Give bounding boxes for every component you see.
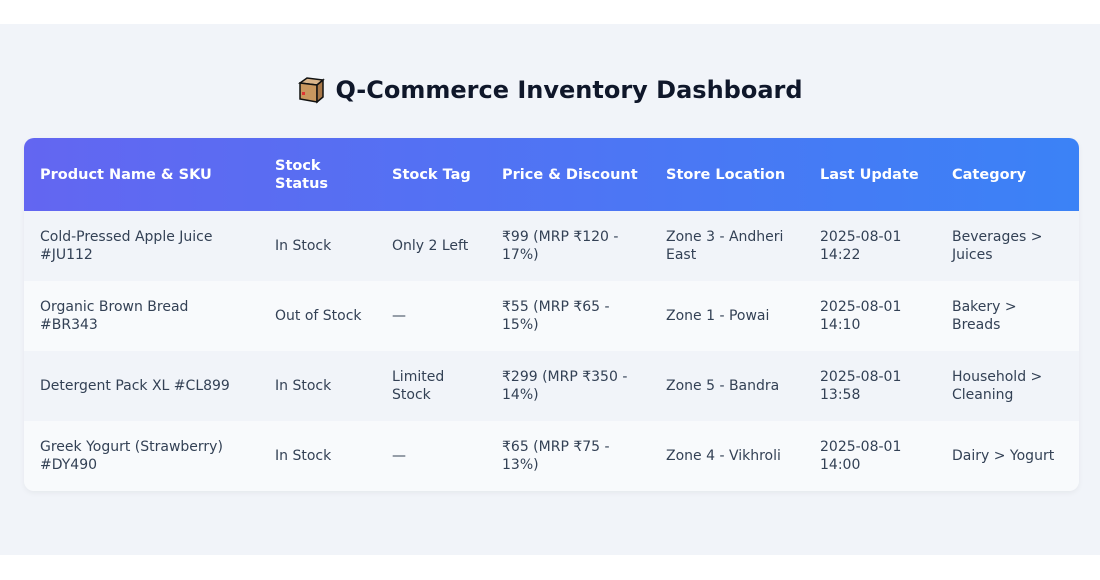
column-header[interactable]: Store Location xyxy=(666,166,786,183)
stock-status-cell: Out of Stock xyxy=(275,308,362,324)
package-icon xyxy=(298,77,326,104)
stock-tag-cell: — xyxy=(392,308,406,324)
page-title-text: Q-Commerce Inventory Dashboard xyxy=(335,76,803,104)
product-cell: Greek Yogurt (Strawberry) #DY490 xyxy=(40,439,223,473)
stock-tag-cell: — xyxy=(392,448,406,464)
price-cell: ₹65 (MRP ₹75 - 13%) xyxy=(502,439,610,473)
column-header[interactable]: Stock Tag xyxy=(392,166,471,183)
table-row[interactable]: Cold-Pressed Apple Juice #JU112 In Stock O… xyxy=(24,211,1079,281)
table-row[interactable]: Detergent Pack XL #CL899 In Stock Limited … xyxy=(24,351,1079,421)
product-cell: Organic Brown Bread #BR343 xyxy=(40,299,189,333)
column-header[interactable]: Stock Status xyxy=(275,157,329,192)
stock-tag-cell: Only 2 Left xyxy=(392,238,469,254)
table-row[interactable]: Greek Yogurt (Strawberry) #DY490 In Stock… xyxy=(24,421,1079,491)
table-header: Product Name & SKU Stock Status Stock Ta… xyxy=(24,138,1079,211)
dashboard-page: Q-Commerce Inventory Dashboard Product N… xyxy=(0,24,1100,555)
stock-status-cell: In Stock xyxy=(275,238,332,254)
last-update-cell: 2025-08-01 14:22 xyxy=(820,229,902,263)
location-cell: Zone 1 - Powai xyxy=(666,308,770,324)
category-cell: Bakery > Breads xyxy=(952,299,1017,333)
location-cell: Zone 5 - Bandra xyxy=(666,378,780,394)
table-row[interactable]: Organic Brown Bread #BR343 Out of Stock — ₹… xyxy=(24,281,1079,351)
stock-status-cell: In Stock xyxy=(275,378,332,394)
product-cell: Cold-Pressed Apple Juice #JU112 xyxy=(40,229,213,263)
location-cell: Zone 4 - Vikhroli xyxy=(666,448,781,464)
category-cell: Dairy > Yogurt xyxy=(952,448,1055,464)
stock-status-cell: In Stock xyxy=(275,448,332,464)
stock-tag-cell: Limited Stock xyxy=(392,369,445,403)
product-cell: Detergent Pack XL #CL899 xyxy=(40,378,230,394)
last-update-cell: 2025-08-01 14:00 xyxy=(820,439,902,473)
price-cell: ₹99 (MRP ₹120 - 17%) xyxy=(502,229,619,263)
price-cell: ₹55 (MRP ₹65 - 15%) xyxy=(502,299,610,333)
location-cell: Zone 3 - Andheri East xyxy=(666,229,784,263)
last-update-cell: 2025-08-01 13:58 xyxy=(820,369,902,403)
column-header[interactable]: Product Name & SKU xyxy=(40,166,212,183)
column-header[interactable]: Last Update xyxy=(820,166,919,183)
category-cell: Household > Cleaning xyxy=(952,369,1043,403)
column-header[interactable]: Category xyxy=(952,166,1027,183)
category-cell: Beverages > Juices xyxy=(952,229,1043,263)
last-update-cell: 2025-08-01 14:10 xyxy=(820,299,902,333)
inventory-table: Product Name & SKU Stock Status Stock Ta… xyxy=(24,138,1079,491)
page-title: Q-Commerce Inventory Dashboard xyxy=(0,76,1100,104)
column-header[interactable]: Price & Discount xyxy=(502,166,638,183)
price-cell: ₹299 (MRP ₹350 - 14%) xyxy=(502,369,628,403)
